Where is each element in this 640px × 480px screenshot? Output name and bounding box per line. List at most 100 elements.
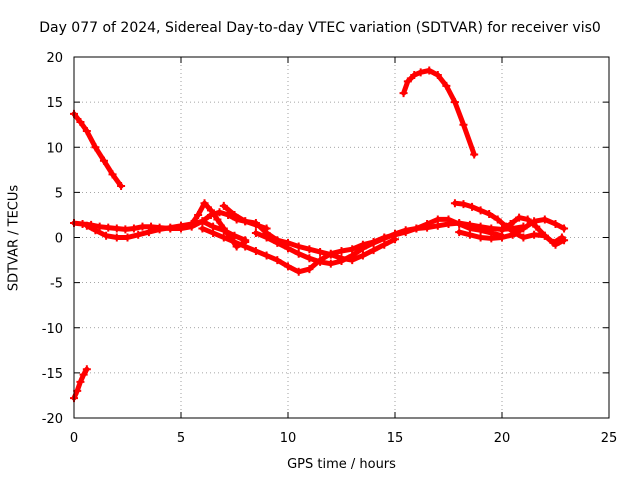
data-point: [121, 225, 130, 234]
series-line: [401, 68, 477, 157]
data-point: [230, 210, 239, 219]
y-tick-label: 15: [46, 96, 63, 111]
data-point: [99, 156, 108, 165]
data-point: [138, 222, 147, 231]
series-arc-i: [219, 201, 399, 265]
data-point: [532, 222, 541, 231]
data-point: [112, 233, 121, 242]
data-point: [134, 230, 143, 239]
data-point: [273, 236, 282, 245]
data-point: [455, 228, 464, 237]
series-arc-k: [455, 215, 569, 243]
data-point: [442, 81, 451, 90]
series-arc-l: [498, 213, 566, 247]
data-point: [337, 247, 346, 256]
ticks: 0 5 10 15 20 25 -20 -15 -10 -5 0 5 10 15 20: [42, 51, 618, 446]
data-point: [95, 222, 104, 231]
data-point: [262, 251, 271, 260]
x-tick-label: 20: [494, 431, 511, 446]
data-point: [198, 224, 207, 233]
data-point: [91, 143, 100, 152]
data-point: [219, 201, 228, 210]
data-point: [551, 219, 560, 228]
data-point: [487, 224, 496, 233]
data-point: [91, 226, 100, 235]
data-point: [209, 228, 218, 237]
data-point: [391, 235, 399, 244]
data-point: [358, 251, 367, 260]
data-point: [348, 256, 357, 265]
data-point: [410, 71, 419, 80]
data-point: [425, 66, 434, 75]
data-point: [219, 233, 228, 242]
data-point: [465, 230, 474, 239]
data-point: [76, 117, 85, 126]
data-point: [284, 238, 292, 247]
data-point: [485, 210, 494, 219]
data-point: [129, 224, 138, 233]
data-point: [219, 224, 228, 233]
data-point: [455, 219, 464, 228]
data-point: [549, 238, 558, 247]
x-axis-label: GPS time / hours: [287, 457, 396, 472]
series-arc-a: [70, 109, 126, 191]
data-point: [519, 224, 528, 233]
data-point: [206, 206, 215, 215]
data-point: [104, 223, 113, 232]
y-tick-label: -20: [42, 412, 63, 427]
data-point: [108, 170, 117, 179]
data-point: [294, 242, 303, 251]
data-point: [498, 226, 506, 235]
data-point: [194, 210, 203, 219]
data-point: [305, 245, 314, 254]
y-axis-label: SDTVAR / TECUs: [6, 184, 22, 292]
series-arc-c: [399, 66, 479, 159]
data-point: [369, 238, 378, 247]
data-point: [416, 68, 425, 77]
data-point: [515, 213, 524, 222]
data-point: [230, 238, 239, 247]
data-point: [487, 234, 496, 243]
data-point: [112, 224, 121, 233]
data-point: [399, 89, 408, 98]
data-point: [557, 233, 566, 242]
x-tick-label: 15: [387, 431, 404, 446]
data-point: [560, 224, 569, 233]
data-point: [316, 257, 325, 266]
y-tick-label: -15: [42, 367, 63, 382]
data-point: [433, 71, 442, 80]
data-point: [305, 265, 314, 274]
data-point: [519, 233, 528, 242]
data-point: [117, 182, 126, 191]
data-point: [530, 230, 539, 239]
data-point: [401, 226, 410, 235]
data-point: [273, 256, 282, 265]
data-point: [465, 220, 474, 229]
y-tick-label: 20: [46, 51, 63, 66]
x-tick-label: 5: [177, 431, 185, 446]
data-point: [177, 221, 185, 230]
data-point: [241, 242, 250, 251]
series-line: [84, 218, 248, 243]
data-point: [166, 223, 175, 232]
data-point: [123, 233, 132, 242]
data-point: [102, 231, 111, 240]
data-point: [76, 377, 85, 386]
data-point: [213, 215, 222, 224]
y-tick-label: 0: [55, 232, 63, 247]
data-point: [294, 249, 303, 258]
data-point: [82, 221, 91, 230]
data-point: [305, 254, 314, 263]
y-tick-label: 5: [55, 186, 63, 201]
data-point: [144, 228, 153, 237]
data-point: [459, 120, 468, 129]
data-point: [82, 127, 91, 136]
data-point: [540, 231, 549, 240]
data-point: [316, 247, 325, 256]
series-arc-h: [251, 219, 528, 268]
data-point: [82, 365, 91, 374]
data-point: [433, 221, 442, 230]
data-point: [326, 259, 335, 268]
series-line: [499, 215, 565, 246]
